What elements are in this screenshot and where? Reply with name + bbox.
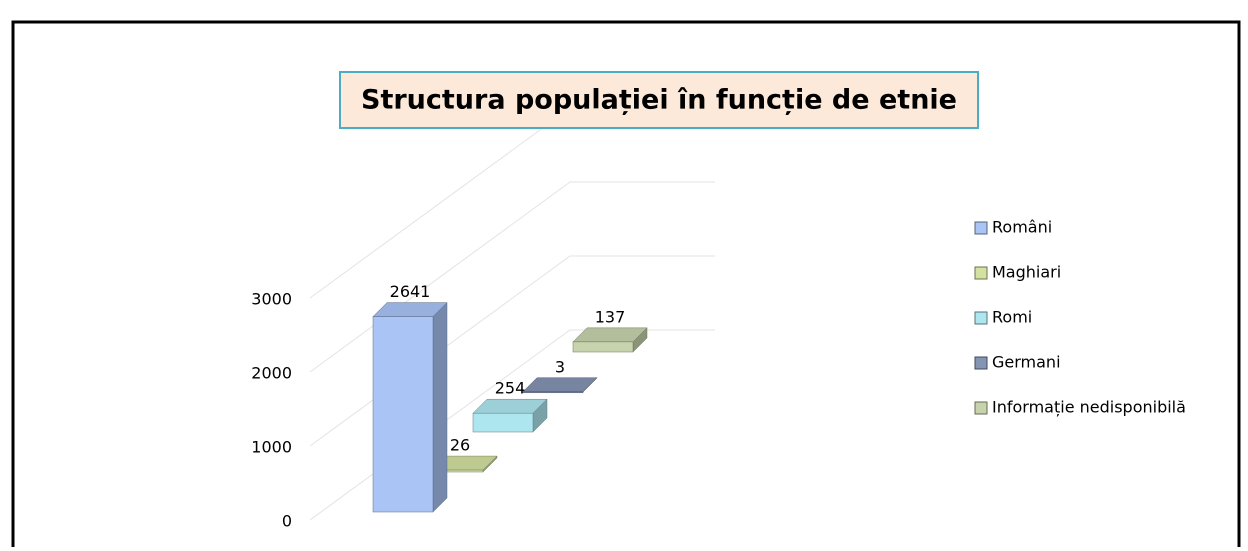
legend-swatch bbox=[974, 356, 988, 370]
bar bbox=[472, 412, 534, 433]
legend-swatch bbox=[974, 221, 988, 235]
y-tick-label: 1000 bbox=[251, 438, 292, 457]
grid-line bbox=[309, 181, 715, 373]
legend-label: Români bbox=[992, 218, 1052, 237]
bar-side bbox=[432, 301, 448, 513]
bar-top bbox=[522, 377, 598, 393]
grid-line bbox=[309, 107, 715, 299]
frame bbox=[11, 20, 1241, 551]
legend-label: Informație nedisponibilă bbox=[992, 398, 1186, 417]
data-label: 254 bbox=[495, 379, 526, 398]
data-label: 26 bbox=[450, 436, 470, 455]
y-tick-label: 2000 bbox=[251, 364, 292, 383]
legend-label: Maghiari bbox=[992, 263, 1061, 282]
y-tick-label: 3000 bbox=[251, 290, 292, 309]
bar bbox=[372, 316, 434, 513]
legend-label: Germani bbox=[992, 353, 1061, 372]
chart-title: Structura populației în funcție de etnie bbox=[361, 85, 957, 116]
data-label: 2641 bbox=[390, 282, 431, 301]
data-label: 137 bbox=[595, 307, 626, 326]
y-tick-label: 0 bbox=[282, 512, 292, 531]
data-label: 3 bbox=[555, 357, 565, 376]
bar bbox=[572, 341, 634, 353]
legend-swatch bbox=[974, 401, 988, 415]
legend-label: Romi bbox=[992, 308, 1032, 327]
legend-swatch bbox=[974, 266, 988, 280]
title-box bbox=[339, 71, 979, 129]
bar bbox=[522, 391, 584, 394]
legend-swatch bbox=[974, 311, 988, 325]
